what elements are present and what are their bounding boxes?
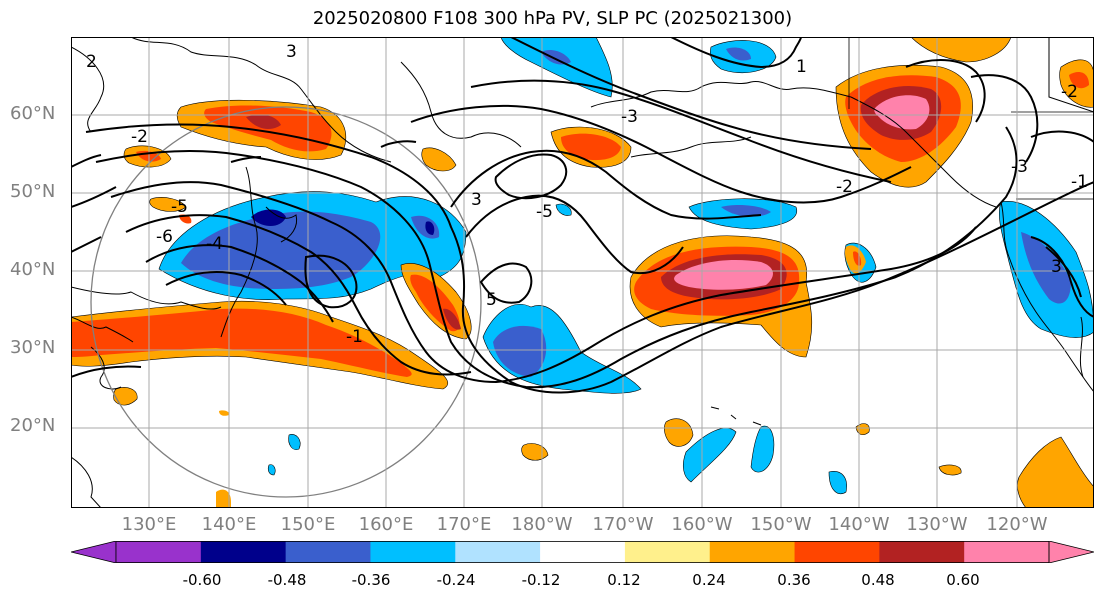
colorbar-segment	[370, 541, 456, 563]
colorbar-tick-label: 0.60	[946, 571, 980, 589]
pv-negative-anomalies	[158, 37, 1094, 495]
contour-label: -5	[171, 197, 188, 217]
lon-label-170w: 170°W	[592, 514, 654, 535]
colorbar-tick-label: 0.12	[607, 571, 641, 589]
coastlines	[71, 37, 1094, 508]
contour-label: 3	[471, 190, 482, 210]
contour-label: -1	[346, 327, 363, 347]
lat-label-40n: 40°N	[10, 259, 56, 280]
colorbar-tick-label: 0.48	[861, 571, 895, 589]
colorbar-segments	[116, 541, 1050, 563]
contour-labels: 2 3 1 -3 -2 -1 3 -5 5 -4 -6 -5 -2 -3 3 -…	[86, 42, 1088, 347]
contour-label: 3	[286, 42, 297, 62]
lon-label-180w: 180°W	[511, 514, 573, 535]
colorbar-segment	[794, 541, 880, 563]
map-panel: 2 3 1 -3 -2 -1 3 -5 5 -4 -6 -5 -2 -3 3 -…	[71, 37, 1094, 508]
colorbar-segment	[624, 541, 711, 563]
map-canvas: 2 3 1 -3 -2 -1 3 -5 5 -4 -6 -5 -2 -3 3 -…	[71, 37, 1094, 508]
colorbar-tick-label: -0.36	[351, 571, 391, 589]
contour-label: 5	[486, 290, 497, 310]
lon-label-130e: 130°E	[121, 514, 177, 535]
lon-label-170e: 170°E	[436, 514, 492, 535]
colorbar-segment	[285, 541, 371, 563]
colorbar-segment	[455, 541, 541, 563]
colorbar-tick-label: -0.12	[521, 571, 561, 589]
contour-label: -1	[1071, 172, 1088, 192]
colorbar-segment	[116, 541, 202, 563]
colorbar-min-extension-icon	[70, 540, 117, 564]
colorbar-max-extension-icon	[1048, 540, 1095, 564]
lon-label-130w: 130°W	[906, 514, 968, 535]
contour-label: 1	[796, 57, 807, 77]
map-frame	[71, 37, 1094, 508]
contour-label: -6	[156, 227, 173, 247]
colorbar-segment	[200, 541, 287, 563]
lon-label-160e: 160°E	[358, 514, 414, 535]
lon-label-140w: 140°W	[828, 514, 890, 535]
colorbar-tick-label: 0.24	[692, 571, 726, 589]
contour-label: -2	[131, 127, 148, 147]
colorbar-canvas	[70, 540, 1095, 564]
colorbar-segment	[879, 541, 965, 563]
lon-label-150w: 150°W	[750, 514, 812, 535]
colorbar-tick-label: -0.60	[182, 571, 222, 589]
lon-label-140e: 140°E	[201, 514, 257, 535]
contour-label: 3	[1051, 257, 1062, 277]
colorbar-segment	[540, 541, 626, 563]
colorbar-segment	[709, 541, 796, 563]
lon-label-160w: 160°W	[671, 514, 733, 535]
lat-label-60n: 60°N	[10, 103, 56, 124]
lat-label-20n: 20°N	[10, 415, 56, 436]
contour-label: -4	[206, 234, 223, 254]
lon-label-120w: 120°W	[986, 514, 1048, 535]
colorbar-tick-label: -0.24	[436, 571, 476, 589]
pv-positive-anomalies	[71, 37, 1094, 508]
lat-label-50n: 50°N	[10, 181, 56, 202]
contour-label: 2	[86, 52, 97, 72]
contour-label: -3	[621, 107, 638, 127]
lat-label-30n: 30°N	[10, 337, 56, 358]
contour-label: -2	[1061, 82, 1078, 102]
contour-label: -5	[536, 202, 553, 222]
contour-label: -2	[836, 177, 853, 197]
colorbar-tick-label: -0.48	[267, 571, 307, 589]
contour-label: -3	[1011, 157, 1028, 177]
slp-contours	[71, 37, 1094, 394]
plot-title: 2025020800 F108 300 hPa PV, SLP PC (2025…	[312, 8, 793, 29]
colorbar-tick-label: 0.36	[777, 571, 811, 589]
colorbar-segment	[964, 541, 1050, 563]
distance-circle	[90, 106, 482, 498]
colorbar	[70, 540, 1095, 564]
lon-label-150e: 150°E	[280, 514, 336, 535]
